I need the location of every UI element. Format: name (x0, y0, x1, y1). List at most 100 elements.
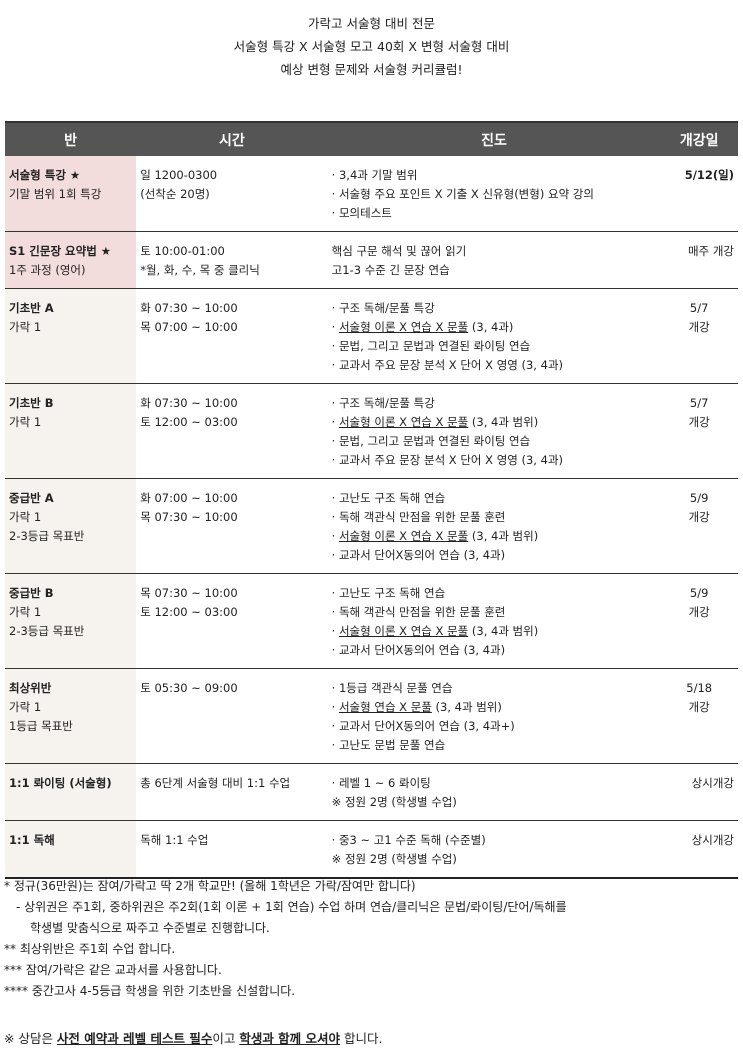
time-cell: 화 07:00 ~ 10:00 목 07:30 ~ 10:00 (136, 478, 328, 574)
bullet: · (331, 301, 339, 315)
underlined-text: 서술형 연습 X 문풀 (338, 700, 432, 714)
progress-item: · 교과서 단어X동의어 연습 (3, 4과+) (332, 717, 657, 736)
consult-text: 이고 (212, 1031, 240, 1046)
class-line: 가락 1 (9, 700, 42, 714)
open-date-cell: 5/7 개강 (660, 288, 738, 384)
time-line: 화 07:30 ~ 10:00 (140, 301, 238, 315)
progress-text: 교과서 단어X동의어 연습 (3, 4과) (338, 643, 506, 657)
class-cell: 기초반 B 가락 1 (5, 383, 137, 479)
underlined-text: 서술형 이론 X 연습 X 문풀 (338, 320, 469, 334)
bullet: · (331, 624, 339, 638)
progress-text: 구조 독해/문풀 특강 (338, 301, 435, 315)
table-row: 중급반 B 가락 1 2-3등급 목표반 목 07:30 ~ 10:00 토 12:00… (5, 573, 738, 669)
progress-item: · 독해 객관식 만점을 위한 문풀 훈련 (332, 508, 657, 527)
class-line: 가락 1 (9, 605, 42, 619)
progress-cell: · 1등급 객관식 문풀 연습 · 서술형 연습 X 문풀 (3, 4과 범위) ·… (327, 668, 661, 764)
open-date: 개강 (688, 320, 710, 334)
open-date: 5/7 (689, 301, 709, 315)
class-line: 1:1 독해 (9, 833, 55, 847)
time-line: 토 12:00 ~ 03:00 (140, 605, 238, 619)
class-line: 1등급 목표반 (9, 719, 73, 733)
class-line: 가락 1 (9, 510, 42, 524)
bullet: · (331, 738, 339, 752)
progress-item: · 3,4과 기말 범위 (332, 166, 657, 185)
bullet: · (331, 206, 339, 220)
progress-text: ※ 정원 2명 (학생별 수업) (331, 795, 457, 809)
bullet: · (331, 415, 339, 429)
time-line: 토 05:30 ~ 09:00 (140, 681, 238, 695)
note: 학생별 맞춤식으로 짜주고 수준별로 진행합니다. (30, 921, 270, 935)
bullet: · (331, 491, 339, 505)
consult-emphasis: 학생과 함께 오셔야 (239, 1031, 341, 1046)
class-line: 서술형 특강 ★ (9, 168, 81, 182)
bullet: · (331, 719, 339, 733)
bullet: · (331, 548, 339, 562)
progress-text: (3, 4과 범위) (468, 529, 539, 543)
consult-text: 합니다. (340, 1031, 383, 1046)
open-date-cell: 상시개강 (660, 820, 738, 879)
table-row: 기초반 A 가락 1 화 07:30 ~ 10:00 목 07:00 ~ 10:00 ·… (5, 288, 738, 384)
progress-item: · 고난도 구조 독해 연습 (332, 584, 657, 603)
open-date: 개강 (688, 510, 710, 524)
open-date-cell: 5/9 개강 (660, 478, 738, 574)
progress-text: 중3 ~ 고1 수준 독해 (수준별) (338, 833, 486, 847)
class-cell: 1:1 롸이팅 (서술형) (5, 763, 137, 821)
progress-item: · 서술형 이론 X 연습 X 문풀 (3, 4과 범위) (332, 413, 657, 432)
open-date: 5/9 (689, 491, 709, 505)
table-row: S1 긴문장 요약법 ★ 1주 과정 (영어) 토 10:00-01:00 *월, 화… (5, 231, 738, 289)
progress-item: · 구조 독해/문풀 특강 (332, 299, 657, 318)
open-date: 5/9 (689, 586, 709, 600)
bullet: · (331, 833, 339, 847)
bullet: · (331, 605, 339, 619)
progress-text: 교과서 단어X동의어 연습 (3, 4과+) (338, 719, 515, 733)
underlined-text: 서술형 이론 X 연습 X 문풀 (338, 624, 469, 638)
bullet: · (331, 643, 339, 657)
progress-item: · 레벨 1 ~ 6 롸이팅 (332, 774, 657, 793)
open-date: 5/7 (689, 396, 709, 410)
class-line: 2-3등급 목표반 (9, 624, 85, 638)
class-cell: 중급반 A 가락 1 2-3등급 목표반 (5, 478, 137, 574)
time-cell: 일 1200-0300 (선착순 20명) (136, 156, 328, 232)
time-line: (선착순 20명) (140, 187, 210, 201)
progress-item: · 교과서 주요 문장 분석 X 단어 X 영영 (3, 4과) (332, 356, 657, 375)
note: - 상위권은 주1회, 중하위권은 주2회(1회 이론 + 1회 연습) 수업 … (16, 900, 567, 914)
progress-cell: · 3,4과 기말 범위 · 서술형 주요 포인트 X 기출 X 신유형(변형) … (327, 156, 661, 232)
progress-text: 서술형 주요 포인트 X 기출 X 신유형(변형) 요약 강의 (338, 187, 594, 201)
progress-item: · 문법, 그리고 문법과 연결된 롸이팅 연습 (332, 337, 657, 356)
class-cell: 1:1 독해 (5, 820, 137, 879)
open-date-cell: 5/9 개강 (660, 573, 738, 669)
progress-item: · 1등급 객관식 문풀 연습 (332, 679, 657, 698)
bullet: · (331, 187, 339, 201)
time-line: 목 07:00 ~ 10:00 (140, 320, 238, 334)
table-row: 서술형 특강 ★ 기말 범위 1회 특강 일 1200-0300 (선착순 20명) ·… (5, 156, 738, 232)
progress-text: 1등급 객관식 문풀 연습 (338, 681, 453, 695)
header-progress: 진도 (327, 121, 661, 156)
header-open-date: 개강일 (660, 121, 738, 156)
class-cell: 기초반 A 가락 1 (5, 288, 137, 384)
time-line: 목 07:30 ~ 10:00 (140, 510, 238, 524)
bullet: · (331, 586, 339, 600)
progress-text: 고난도 문법 문풀 연습 (338, 738, 446, 752)
progress-cell: · 고난도 구조 독해 연습 · 독해 객관식 만점을 위한 문풀 훈련 · 서술형… (327, 573, 661, 669)
progress-cell: 핵심 구문 해석 및 끊어 읽기 고1-3 수준 긴 문장 연습 (327, 231, 661, 289)
progress-text: 고1-3 수준 긴 문장 연습 (331, 263, 450, 277)
class-line: 2-3등급 목표반 (9, 529, 85, 543)
progress-text: (3, 4과 범위) (468, 624, 539, 638)
time-cell: 토 10:00-01:00 *월, 화, 수, 목 중 클리닉 (136, 231, 328, 289)
open-date: 개강 (688, 415, 710, 429)
progress-text: 교과서 주요 문장 분석 X 단어 X 영영 (3, 4과) (338, 358, 564, 372)
progress-text: 고난도 구조 독해 연습 (338, 491, 446, 505)
time-cell: 토 05:30 ~ 09:00 (136, 668, 328, 764)
bullet: · (331, 776, 339, 790)
progress-cell: · 중3 ~ 고1 수준 독해 (수준별) ※ 정원 2명 (학생별 수업) (327, 820, 661, 879)
class-line: 가락 1 (9, 320, 42, 334)
table-header: 반 시간 진도 개강일 (5, 121, 738, 156)
progress-item: · 고난도 구조 독해 연습 (332, 489, 657, 508)
bullet: · (331, 358, 339, 372)
progress-text: 문법, 그리고 문법과 연결된 롸이팅 연습 (338, 434, 531, 448)
note: *** 잠여/가락은 같은 교과서를 사용합니다. (4, 963, 222, 977)
time-line: 토 10:00-01:00 (140, 244, 225, 258)
note: * 정규(36만원)는 잠여/가락고 딱 2개 학교만! (올해 1학년은 가락… (4, 879, 416, 893)
intro-line: 가락고 서술형 대비 전문 (308, 16, 435, 31)
class-line: 기초반 A (9, 301, 54, 315)
